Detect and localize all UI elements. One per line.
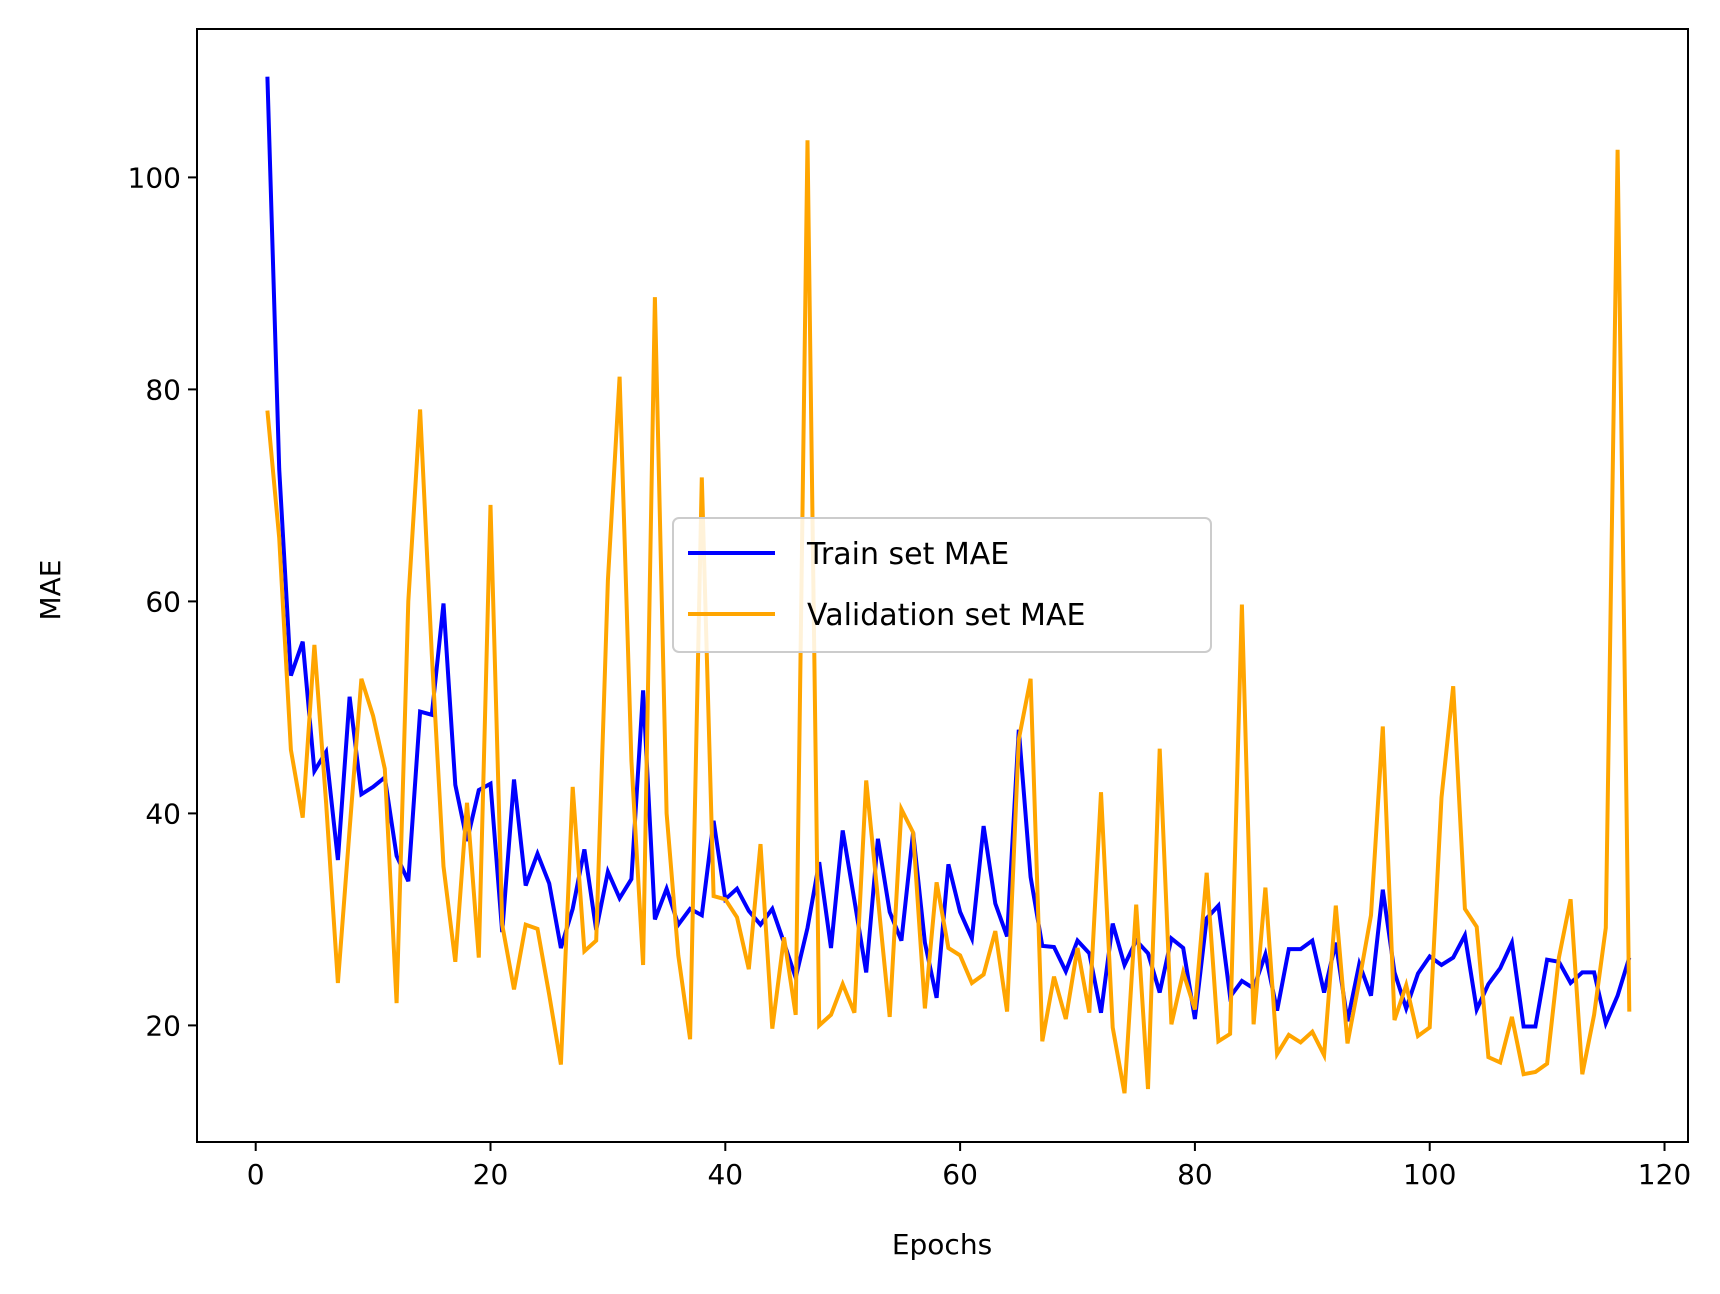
x-tick-label: 80	[1177, 1158, 1213, 1191]
y-tick-label: 100	[128, 161, 181, 194]
y-axis-label: MAE	[34, 559, 67, 620]
x-tick-label: 0	[247, 1158, 265, 1191]
x-axis-label: Epochs	[892, 1228, 992, 1261]
x-tick-label: 120	[1638, 1158, 1691, 1191]
y-tick-label: 60	[145, 585, 181, 618]
series-line-validation	[265, 140, 1632, 1094]
y-axis-ticks: 20 40 60 80 100	[128, 161, 197, 1042]
y-tick-label: 40	[145, 797, 181, 830]
legend-box	[672, 517, 1212, 653]
plot-frame	[196, 28, 1689, 1143]
legend: Train set MAE Validation set MAE	[672, 517, 1212, 653]
x-tick-label: 100	[1403, 1158, 1456, 1191]
series-layer	[265, 76, 1632, 1094]
y-tick-label: 80	[145, 373, 181, 406]
x-tick-label: 60	[942, 1158, 978, 1191]
y-tick-label: 20	[145, 1009, 181, 1042]
x-axis-ticks: 0 20 40 60 80 100 120	[247, 1142, 1691, 1191]
legend-label-validation: Validation set MAE	[807, 598, 1085, 633]
x-tick-label: 20	[473, 1158, 509, 1191]
x-tick-label: 40	[707, 1158, 743, 1191]
legend-label-train: Train set MAE	[806, 537, 1009, 572]
